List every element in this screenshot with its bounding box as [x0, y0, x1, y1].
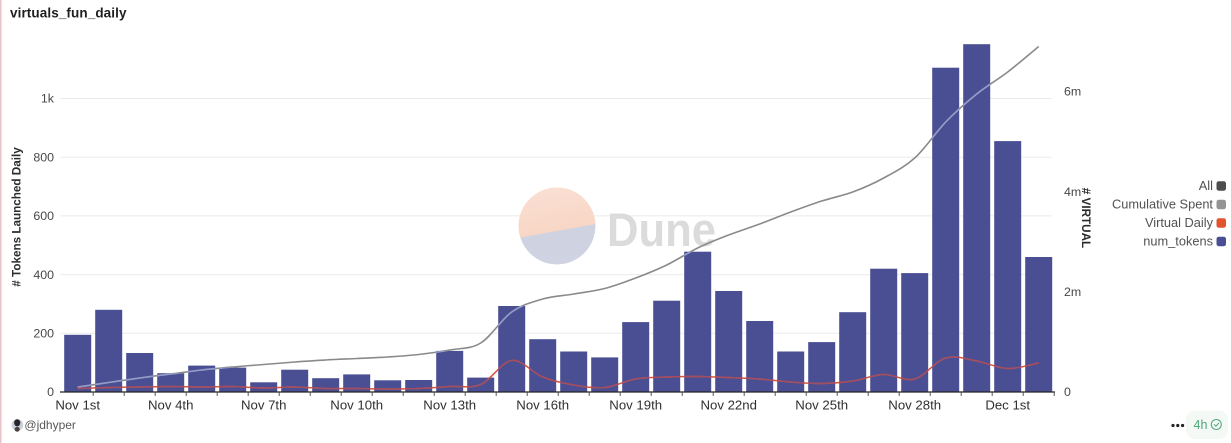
svg-text:Nov 4th: Nov 4th	[148, 398, 193, 413]
svg-text:0: 0	[47, 385, 54, 399]
svg-text:800: 800	[33, 150, 54, 164]
svg-text:4h: 4h	[1194, 418, 1208, 432]
svg-text:200: 200	[33, 327, 54, 341]
svg-text:4m: 4m	[1064, 185, 1081, 199]
svg-text:@jdhyper: @jdhyper	[24, 418, 76, 432]
svg-text:Nov 7th: Nov 7th	[241, 398, 286, 413]
svg-text:0: 0	[1064, 385, 1071, 399]
svg-text:num_tokens: num_tokens	[1143, 234, 1213, 249]
svg-text:Nov 10th: Nov 10th	[330, 398, 383, 413]
svg-text:Nov 16th: Nov 16th	[516, 398, 569, 413]
svg-text:Virtual Daily: Virtual Daily	[1145, 215, 1214, 230]
svg-text:1k: 1k	[41, 92, 55, 106]
svg-text:6m: 6m	[1064, 85, 1081, 99]
svg-text:2m: 2m	[1064, 285, 1081, 299]
svg-text:All: All	[1199, 178, 1213, 193]
svg-text:Nov 28th: Nov 28th	[888, 398, 941, 413]
svg-text:Cumulative Spent: Cumulative Spent	[1112, 197, 1213, 212]
svg-text:400: 400	[33, 268, 54, 282]
svg-text:Nov 25th: Nov 25th	[795, 398, 848, 413]
svg-text:# VIRTUAL: # VIRTUAL	[1079, 188, 1092, 248]
svg-text:Nov 13th: Nov 13th	[423, 398, 476, 413]
svg-text:# Tokens Launched Daily: # Tokens Launched Daily	[11, 147, 24, 287]
svg-text:Nov 19th: Nov 19th	[609, 398, 662, 413]
svg-text:virtuals_fun_daily: virtuals_fun_daily	[10, 6, 127, 21]
svg-text:Dune: Dune	[607, 203, 716, 256]
svg-text:600: 600	[33, 209, 54, 223]
svg-text:Nov 1st: Nov 1st	[55, 398, 100, 413]
svg-text:Dec 1st: Dec 1st	[985, 398, 1030, 413]
svg-text:Nov 22nd: Nov 22nd	[700, 398, 756, 413]
